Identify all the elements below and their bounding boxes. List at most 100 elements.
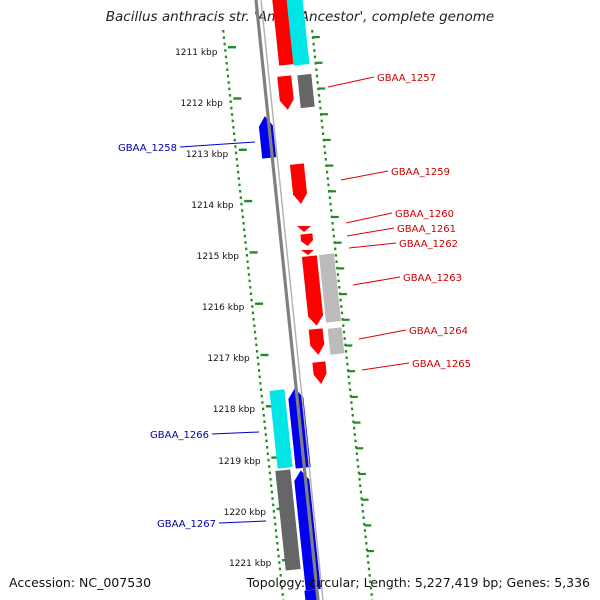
scale-dot: [342, 330, 346, 334]
gene-arrow-gbaa-1263: [301, 255, 324, 326]
scale-dot: [355, 446, 358, 449]
scale-dot: [224, 49, 227, 52]
scale-dot: [236, 164, 239, 167]
topology-text: Topology: circular; Length: 5,227,419 bp…: [246, 575, 590, 590]
scale-label: 1218 kbp: [213, 405, 256, 415]
scale-dot: [362, 516, 365, 519]
minor-tick: [342, 318, 350, 321]
scale-dot: [356, 458, 359, 462]
scale-dot: [280, 586, 284, 590]
major-tick: [255, 302, 264, 305]
scale-dot: [365, 548, 369, 551]
scale-dot: [243, 228, 246, 231]
scale-dot: [234, 145, 237, 148]
scale-dot: [274, 529, 278, 532]
scale-dot: [334, 247, 337, 251]
scale-dot: [328, 196, 331, 199]
scale-dot: [370, 593, 373, 596]
scale-dot: [228, 94, 232, 97]
scale-dot: [360, 497, 363, 500]
scale-ticks-left: [222, 30, 291, 600]
scale-dot: [232, 132, 236, 135]
scale-dot: [268, 465, 271, 468]
minor-tick: [334, 241, 342, 244]
scale-dot: [348, 388, 352, 391]
gene-block: [275, 469, 301, 571]
major-tick: [233, 97, 242, 100]
scale-dot: [357, 471, 360, 475]
scale-dot: [276, 548, 280, 551]
scale-dot: [329, 202, 332, 206]
scale-dot: [361, 510, 365, 513]
scale-dot: [351, 407, 354, 411]
scale-dot: [249, 286, 252, 289]
scale-dot: [245, 254, 248, 257]
label-leader: [179, 141, 256, 148]
scale-dot: [261, 401, 264, 404]
scale-dot: [262, 407, 265, 411]
scale-dot: [340, 305, 343, 308]
scale-dot: [312, 42, 315, 46]
scale-dot: [268, 471, 271, 475]
scale-dot: [359, 484, 362, 487]
scale-dot: [315, 74, 319, 78]
label-leader: [361, 362, 410, 371]
scale-label: 1215 kbp: [197, 252, 240, 262]
scale-dot: [367, 567, 371, 571]
gene-label: GBAA_1257: [377, 73, 436, 84]
scale-dot: [364, 535, 367, 539]
major-tick: [227, 46, 236, 49]
scale-label: 1221 kbp: [229, 559, 272, 569]
gene-label: GBAA_1261: [397, 224, 456, 235]
label-leader: [348, 242, 397, 249]
scale-dot: [278, 561, 281, 564]
major-tick: [244, 199, 253, 203]
scale-dot: [269, 478, 272, 481]
scale-dot: [339, 298, 342, 302]
scale-dot: [323, 145, 326, 148]
scale-dot: [355, 452, 358, 455]
gene-label: GBAA_1262: [399, 239, 458, 250]
scale-dot: [340, 311, 344, 315]
gene-arrow-gbaa-1264: [308, 328, 325, 355]
scale-dot: [242, 222, 245, 225]
scale-dot: [226, 74, 230, 78]
label-leader: [211, 431, 260, 435]
scale-dot: [343, 337, 346, 340]
scale-dot: [327, 183, 330, 187]
scale-label: 1211 kbp: [175, 48, 218, 58]
scale-dot: [252, 318, 255, 321]
scale-dot: [244, 241, 247, 244]
scale-dot: [369, 586, 373, 590]
label-leader: [352, 276, 401, 286]
scale-dot: [264, 426, 267, 430]
scale-dot: [334, 254, 337, 257]
scale-ticks-right: [311, 30, 375, 600]
scale-dot: [229, 100, 232, 103]
scale-dot: [222, 30, 225, 33]
scale-dot: [257, 369, 261, 372]
scale-dot: [226, 68, 229, 71]
scale-dot: [270, 490, 273, 494]
scale-dot: [337, 279, 340, 283]
scale-dot: [248, 279, 251, 283]
gene-label: GBAA_1264: [409, 326, 468, 337]
scale-dot: [345, 356, 348, 359]
scale-dot: [278, 567, 282, 571]
scale-dot: [238, 183, 241, 187]
scale-dot: [280, 580, 283, 583]
minor-tick: [350, 395, 358, 398]
gene-arrow-gbaa-1257: [277, 75, 294, 110]
scale-label: 1219 kbp: [218, 457, 261, 467]
scale-dot: [239, 196, 242, 199]
scale-dot: [275, 535, 278, 539]
scale-dot: [352, 420, 355, 423]
scale-dot: [227, 81, 230, 84]
label-leaders: [179, 76, 410, 524]
scale-dot: [230, 113, 234, 116]
scale-dot: [237, 177, 240, 180]
scale-dot: [317, 94, 321, 97]
scale-dot: [264, 433, 267, 436]
scale-dot: [351, 414, 354, 417]
scale-dot: [271, 497, 274, 500]
